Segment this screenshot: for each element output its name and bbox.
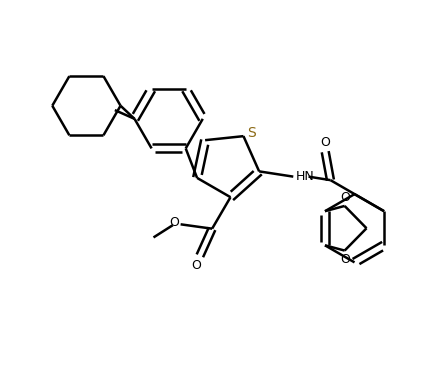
Text: O: O: [191, 259, 201, 272]
Text: S: S: [247, 126, 256, 140]
Text: HN: HN: [295, 170, 314, 183]
Text: O: O: [320, 137, 330, 149]
Text: O: O: [340, 191, 351, 204]
Text: O: O: [340, 253, 351, 266]
Text: O: O: [169, 216, 179, 228]
